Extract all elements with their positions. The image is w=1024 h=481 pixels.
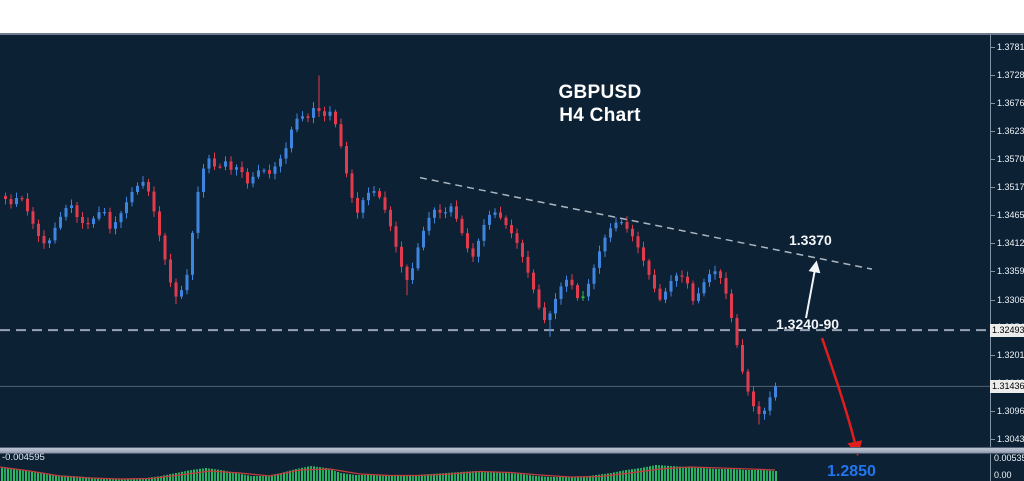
chart-title: GBPUSD H4 Chart: [518, 81, 682, 127]
indicator-axis-tick-max: 0.005354: [994, 453, 1024, 463]
y-axis-tick-label: 1.33060: [997, 294, 1024, 305]
chart-title-timeframe: H4 Chart: [559, 105, 641, 126]
y-axis-tick-label: 1.35700: [997, 154, 1024, 165]
y-axis-tick-label: 1.34120: [997, 238, 1024, 249]
chart-top-border: [0, 33, 1024, 35]
y-axis-tick-mark: [991, 187, 995, 189]
y-axis-tick-label: 1.30960: [997, 406, 1024, 417]
y-axis-tick-label: 1.30430: [997, 434, 1024, 445]
y-axis-tick-mark: [991, 102, 995, 104]
y-axis-tick-label: 1.36230: [997, 125, 1024, 136]
pane-separator: [0, 447, 1024, 454]
resistance-price-label: 1.32493: [990, 323, 1024, 337]
annotation-trendline-target: 1.3370: [789, 232, 832, 248]
y-axis-tick-label: 1.35170: [997, 182, 1024, 193]
y-axis-tick-label: 1.37810: [997, 41, 1024, 52]
y-axis-tick-mark: [991, 46, 995, 48]
y-axis-tick-mark: [991, 299, 995, 301]
y-axis-tick-mark: [991, 130, 995, 132]
y-axis-tick-mark: [991, 411, 995, 413]
y-axis-tick-label: 1.34650: [997, 209, 1024, 220]
y-axis-tick-label: 1.33590: [997, 266, 1024, 277]
y-axis-tick-mark: [991, 214, 995, 216]
y-axis-tick-mark: [991, 439, 995, 441]
y-axis-tick-mark: [991, 243, 995, 245]
y-axis-tick-mark: [991, 75, 995, 77]
y-axis-tick-mark: [991, 355, 995, 357]
y-axis-tick-mark: [991, 159, 995, 161]
y-axis-tick-label: 1.32010: [997, 350, 1024, 361]
price-axis: 1.37810 1.37280 1.36760 1.36230 1.35700 1.351…: [990, 35, 1024, 481]
annotation-downside-target: 1.2850: [827, 463, 876, 480]
indicator-value-label: -0.004595: [2, 452, 45, 463]
y-axis-tick-mark: [991, 271, 995, 273]
y-axis-tick-label: 1.36760: [997, 97, 1024, 108]
indicator-axis-tick-zero: 0.00: [994, 470, 1012, 480]
y-axis-tick-label: 1.37280: [997, 70, 1024, 81]
chart-title-symbol: GBPUSD: [558, 82, 642, 103]
page-top-band: [0, 0, 1024, 33]
annotation-support-zone: 1.3240-90: [776, 316, 840, 332]
current-price-label: 1.31436: [990, 379, 1024, 393]
